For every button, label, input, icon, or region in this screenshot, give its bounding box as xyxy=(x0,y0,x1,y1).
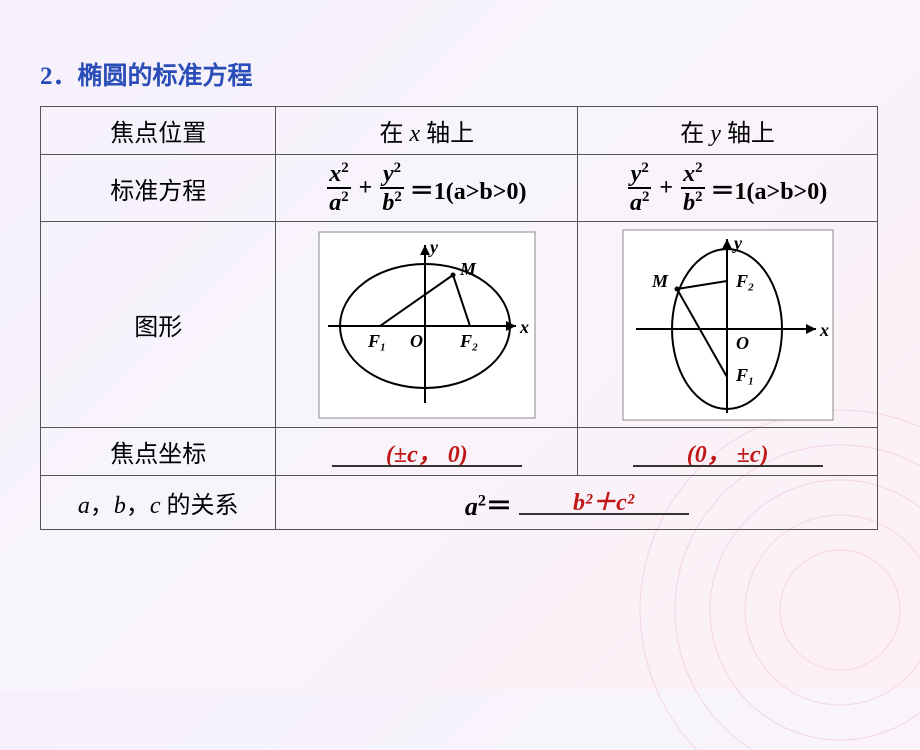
ellipse-diagram-y: y x M F₂ O F₁ xyxy=(622,229,834,421)
focus-x: (±c， 0) xyxy=(276,428,578,476)
fig2-y: y xyxy=(732,233,743,253)
eq-x-major: x2a2 + y2b2 ＝1(a>b>0) xyxy=(276,155,578,222)
eq2-xsq: 2 xyxy=(695,160,702,176)
std-eq-row: 标准方程 x2a2 + y2b2 ＝1(a>b>0) y2a2 + x2b2 ＝… xyxy=(41,155,878,222)
fig2-F2: F₂ xyxy=(735,271,754,291)
eq2-plus: + xyxy=(657,175,675,202)
abc-rel-row: a，b，c 的关系 a2＝ b²＋c² xyxy=(41,476,878,530)
fig2-O: O xyxy=(736,333,749,353)
eq2-a: a xyxy=(630,190,642,216)
hdr-on-x: 在 x 轴上 xyxy=(276,107,578,155)
blank-line xyxy=(332,465,522,467)
eq2-x: x xyxy=(683,161,695,187)
eq2-y: y xyxy=(631,161,642,187)
rel-lhs-a: a xyxy=(465,492,478,521)
fig1-M: M xyxy=(459,259,477,279)
row-label-figure: 图形 xyxy=(41,222,276,428)
title-number: 2． xyxy=(40,63,78,90)
fig2-M: M xyxy=(651,271,669,291)
eq2-b: b xyxy=(683,190,695,216)
fig1-F1: F₁ xyxy=(367,331,386,351)
focus-y: (0， ±c) xyxy=(578,428,878,476)
row-label-abcrel: a，b，c 的关系 xyxy=(41,476,276,530)
fig1-F2: F₂ xyxy=(459,331,478,351)
hdr-x-post: 轴上 xyxy=(420,121,474,147)
eq1-ysq: 2 xyxy=(394,160,401,176)
hdr-y-pre: 在 xyxy=(680,121,710,147)
figure-y-major: y x M F₂ O F₁ xyxy=(578,222,878,428)
hdr-focus-pos: 焦点位置 xyxy=(41,107,276,155)
abc-rel-cell: a2＝ b²＋c² xyxy=(276,476,878,530)
rel-lhs-sq: 2 xyxy=(478,492,486,509)
eq2-bsq: 2 xyxy=(695,189,702,205)
eq1-x: x xyxy=(329,161,341,187)
row-label-focus: 焦点坐标 xyxy=(41,428,276,476)
eq1-y: y xyxy=(383,161,394,187)
blank-line xyxy=(633,465,823,467)
eq2-cond: ＝1(a>b>0) xyxy=(711,171,828,206)
eq1-cond: ＝1(a>b>0) xyxy=(410,171,527,206)
rel-sep2: ， xyxy=(126,493,150,519)
fig2-F1: F₁ xyxy=(735,365,754,385)
hdr-x-pre: 在 xyxy=(380,121,410,147)
fig2-x: x xyxy=(819,320,829,340)
hdr-y-axis: y xyxy=(710,121,721,147)
fig1-O: O xyxy=(410,331,423,351)
blank-line xyxy=(519,513,689,515)
eq1-asq: 2 xyxy=(341,189,348,205)
rel-b: b xyxy=(114,493,126,519)
rel-c: c xyxy=(150,493,161,519)
focus-coord-row: 焦点坐标 (±c， 0) (0， ±c) xyxy=(41,428,878,476)
title-text: 椭圆的标准方程 xyxy=(78,63,253,90)
eq1-xsq: 2 xyxy=(341,160,348,176)
rel-sep1: ， xyxy=(90,493,114,519)
eq1-a: a xyxy=(329,190,341,216)
eq1-plus: + xyxy=(357,175,375,202)
header-row: 焦点位置 在 x 轴上 在 y 轴上 xyxy=(41,107,878,155)
eq-y-major: y2a2 + x2b2 ＝1(a>b>0) xyxy=(578,155,878,222)
hdr-y-post: 轴上 xyxy=(721,121,775,147)
rel-post: 的关系 xyxy=(161,493,239,519)
figure-x-major: y x M F₁ O F₂ xyxy=(276,222,578,428)
fig1-y: y xyxy=(428,237,439,257)
row-label-stdeq: 标准方程 xyxy=(41,155,276,222)
ellipse-diagram-x: y x M F₁ O F₂ xyxy=(318,231,536,419)
figure-row: 图形 y x M F₁ O F₂ xyxy=(41,222,878,428)
rel-a: a xyxy=(78,493,90,519)
hdr-on-y: 在 y 轴上 xyxy=(578,107,878,155)
eq2-asq: 2 xyxy=(642,189,649,205)
hdr-x-axis: x xyxy=(410,121,421,147)
eq2-ysq: 2 xyxy=(641,160,648,176)
eq1-bsq: 2 xyxy=(394,189,401,205)
eq1-b: b xyxy=(382,190,394,216)
ellipse-table: 焦点位置 在 x 轴上 在 y 轴上 标准方程 x2a2 + y2b2 ＝1(a… xyxy=(40,106,878,530)
section-title: 2．椭圆的标准方程 xyxy=(40,56,880,92)
fig1-x: x xyxy=(519,317,529,337)
rel-lhs-eq: ＝ xyxy=(486,492,512,521)
